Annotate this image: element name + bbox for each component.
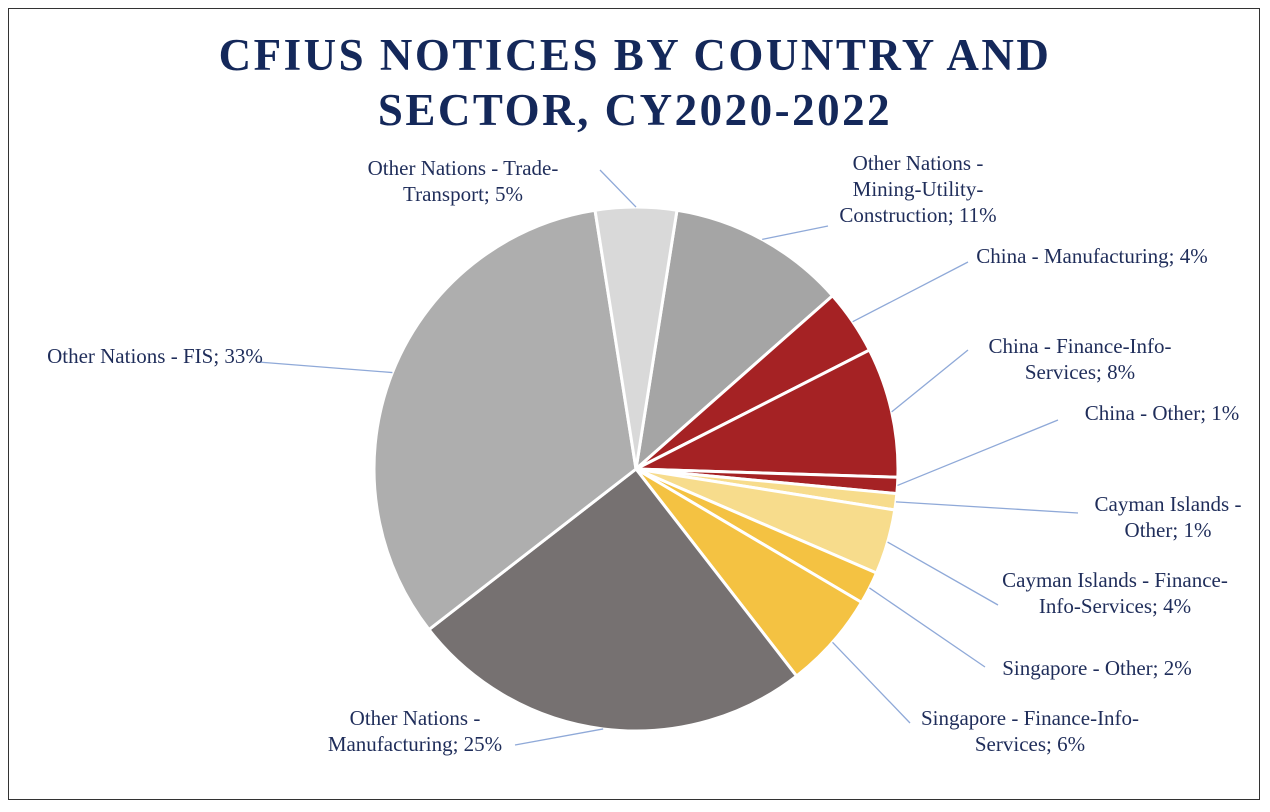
leader-line	[897, 419, 1059, 487]
leader-line	[599, 169, 637, 208]
chart-frame	[8, 8, 1260, 800]
leader-line	[257, 361, 393, 374]
data-label: China - Other; 1%	[1084, 401, 1240, 425]
pie-slice	[633, 208, 835, 473]
data-label: Cayman Islands - Other; 1%	[1094, 492, 1242, 542]
leader-line	[852, 261, 969, 323]
pie-slice	[372, 208, 638, 632]
leader-line	[832, 641, 911, 724]
leader-line	[891, 349, 969, 413]
data-label: Other Nations - FIS; 33%	[47, 344, 263, 368]
leader-line	[514, 728, 604, 746]
leader-line	[869, 587, 986, 668]
data-label: China - Finance-Info-Services; 8%	[988, 334, 1172, 384]
leader-line	[887, 541, 999, 606]
data-label: Other Nations - Mining-Utility-Construct…	[839, 151, 997, 227]
data-label: Other Nations - Trade-Transport; 5%	[367, 156, 559, 206]
data-label: Singapore - Other; 2%	[1002, 656, 1192, 680]
chart-title: CFIUS NOTICES BY COUNTRY AND SECTOR, CY2…	[218, 30, 1052, 135]
leader-line	[895, 501, 1079, 514]
pie-slice	[593, 205, 679, 470]
data-label: Singapore - Finance-Info-Services; 6%	[920, 706, 1140, 756]
data-label: Cayman Islands - Finance-Info-Services; …	[1002, 568, 1228, 618]
data-label: China - Manufacturing; 4%	[976, 244, 1208, 268]
data-label: Other Nations - Manufacturing; 25%	[327, 706, 503, 756]
pie-slice	[426, 466, 799, 733]
leader-line	[762, 225, 829, 241]
